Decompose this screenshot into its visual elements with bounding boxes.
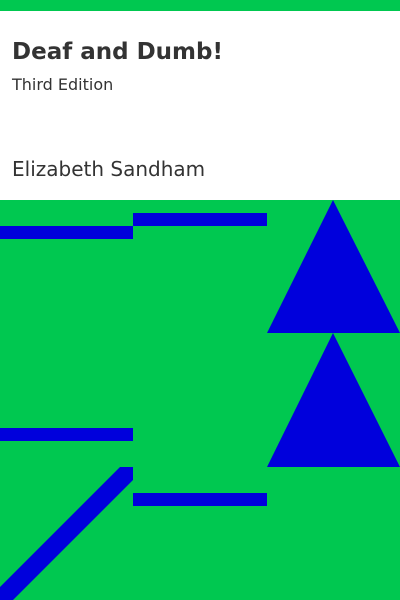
diagonal-bar [0, 467, 133, 600]
horizontal-bar [0, 226, 133, 239]
triangle-lower [267, 333, 400, 467]
horizontal-bar [133, 493, 267, 506]
book-edition: Third Edition [12, 77, 113, 93]
title-panel: Deaf and Dumb! Third Edition Elizabeth S… [0, 11, 400, 200]
cover-artwork [0, 200, 400, 600]
book-author: Elizabeth Sandham [12, 159, 205, 179]
top-strip [0, 0, 400, 11]
book-title: Deaf and Dumb! [12, 41, 223, 64]
horizontal-bar [133, 213, 267, 226]
horizontal-bar [0, 428, 133, 441]
triangle-upper [267, 200, 400, 333]
